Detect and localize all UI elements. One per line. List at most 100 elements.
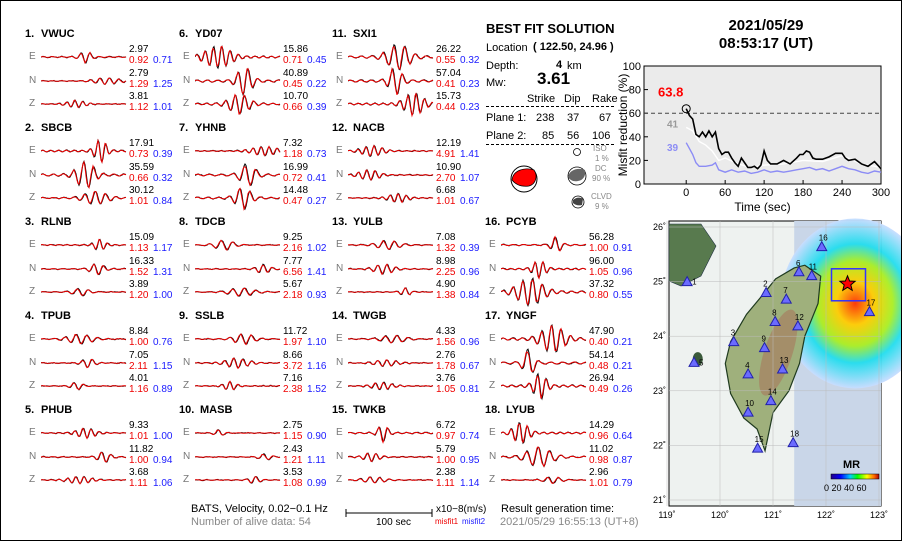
waveform-trace xyxy=(348,239,433,251)
plane2-strike: 85 xyxy=(542,130,555,142)
misfit2-value: 0.90 xyxy=(307,431,327,442)
waveform-trace xyxy=(348,43,434,71)
waveform-trace xyxy=(501,235,587,252)
peak-amplitude: 2.38 xyxy=(436,467,456,478)
misfit2-value: 0.96 xyxy=(460,266,480,278)
peak-amplitude: 4.33 xyxy=(436,326,456,337)
component-label: E xyxy=(29,51,36,62)
misfit1-value: 0.49 xyxy=(589,384,609,395)
peak-amplitude: 57.04 xyxy=(436,67,462,79)
peak-amplitude: 15.86 xyxy=(283,44,309,55)
station-map-label: 5 xyxy=(699,358,704,367)
waveform-trace xyxy=(195,162,281,186)
misfit2-value: 0.39 xyxy=(153,149,173,160)
synthetic-waveform xyxy=(41,238,127,250)
peak-amplitude: 47.90 xyxy=(589,326,615,337)
synthetic-waveform xyxy=(195,187,281,211)
y-tick-label: 20 xyxy=(629,155,641,167)
misfit1-value: 0.47 xyxy=(283,196,303,207)
misfit1-value: 1.11 xyxy=(129,478,148,489)
waveform-trace xyxy=(348,358,434,367)
waveform-trace xyxy=(195,475,281,484)
dc-label: DC xyxy=(595,164,607,173)
station-number: 14. xyxy=(332,310,348,322)
station-name: TWKB xyxy=(353,404,386,416)
misfit1-value: 0.71 xyxy=(283,55,303,66)
station-triangle-icon xyxy=(776,362,789,374)
station-triangle-icon xyxy=(792,319,804,331)
component-label: E xyxy=(489,239,496,250)
station-number: 16. xyxy=(485,216,501,228)
waveform-trace xyxy=(41,358,127,368)
misfit-reduction-chart: 0 20 40 60 80 100 0 60 120 180 240 300 63.8 41 39 Time … xyxy=(616,61,890,214)
misfit2-value: 1.00 xyxy=(153,431,173,442)
peak-amplitude: 11.02 xyxy=(589,443,614,455)
peak-amplitude: 9.25 xyxy=(283,232,303,243)
synthetic-waveform xyxy=(501,235,586,252)
peak-amplitude: 7.16 xyxy=(283,373,303,384)
peak-amplitude: 7.32 xyxy=(283,138,303,149)
station-name: RLNB xyxy=(41,216,72,228)
peak-amplitude: 26.94 xyxy=(589,373,615,384)
waveform-trace xyxy=(501,277,587,307)
peak-amplitude: 6.72 xyxy=(436,420,456,431)
waveform-trace xyxy=(501,260,587,280)
waveform-trace xyxy=(348,334,434,344)
misfit2-value: 0.81 xyxy=(460,384,480,395)
waveform-trace xyxy=(348,92,434,118)
station-name: TDCB xyxy=(195,216,226,228)
peak-amplitude: 8.66 xyxy=(283,349,303,361)
misfit1-value: 0.55 xyxy=(436,55,456,66)
station-map-label: 8 xyxy=(772,308,777,317)
lon-tick-label: 119˚ xyxy=(658,510,675,520)
waveform-trace xyxy=(348,262,434,275)
alive-data-count: Number of alive data: 54 xyxy=(191,516,311,528)
peak-amplitude: 7.77 xyxy=(283,255,303,267)
synthetic-waveform xyxy=(501,423,587,444)
peak-amplitude: 8.98 xyxy=(436,255,456,267)
peak-amplitude: 6.68 xyxy=(436,185,456,196)
misfit1-value: 4.91 xyxy=(436,149,456,160)
best-fit-marker xyxy=(681,104,691,114)
station-triangle-icon xyxy=(780,293,793,304)
component-label: N xyxy=(489,450,497,462)
misfit2-value: 0.64 xyxy=(613,431,633,442)
gray-label: 41 xyxy=(667,119,679,130)
plane2-dip: 56 xyxy=(567,130,580,142)
station-number: 10. xyxy=(179,404,195,416)
component-label: N xyxy=(183,74,191,86)
synthetic-waveform xyxy=(195,453,281,460)
y-tick-label: 60 xyxy=(629,108,641,120)
plane1-label: Plane 1: xyxy=(486,112,527,124)
station-name: TWGB xyxy=(353,310,387,322)
plane1-rake: 67 xyxy=(599,112,612,124)
synthetic-waveform xyxy=(348,45,434,70)
misfit2-value: 0.32 xyxy=(153,172,173,184)
waveform-trace xyxy=(195,45,281,70)
station-number: 1. xyxy=(25,28,35,40)
station-name: YD07 xyxy=(195,28,223,40)
misfit1-value: 1.08 xyxy=(283,478,303,489)
component-label: E xyxy=(29,333,36,344)
misfit2-value: 1.41 xyxy=(307,266,327,278)
misfit1-value: 1.11 xyxy=(436,478,455,489)
misfit1-value: 1.56 xyxy=(436,337,456,348)
misfit2-value: 0.26 xyxy=(613,384,633,395)
epicenter-star-icon xyxy=(838,274,857,292)
waveform-trace xyxy=(195,93,281,115)
misfit1-value: 1.05 xyxy=(589,266,609,278)
component-label: Z xyxy=(183,286,190,297)
station-name: VWUC xyxy=(41,28,75,40)
station-number: 11. xyxy=(332,28,347,40)
misfit2-value: 0.79 xyxy=(613,478,633,489)
misfit2-value: 1.10 xyxy=(307,337,327,348)
misfit2-value: 0.45 xyxy=(307,55,327,66)
x-tick-label: 120 xyxy=(755,187,773,199)
peak-amplitude: 2.79 xyxy=(129,67,149,79)
peak-amplitude: 7.05 xyxy=(129,349,149,361)
synthetic-waveform xyxy=(195,165,281,186)
location-label: Location xyxy=(486,42,528,54)
misfit1-value: 2.16 xyxy=(283,243,303,254)
peak-amplitude: 2.43 xyxy=(283,443,303,455)
component-label: N xyxy=(29,262,37,274)
